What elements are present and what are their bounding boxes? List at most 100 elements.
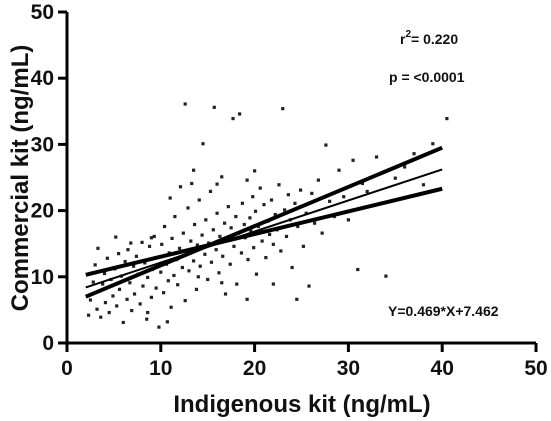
data-point — [360, 181, 365, 186]
data-point — [245, 178, 249, 182]
data-point — [279, 249, 283, 253]
data-point — [114, 235, 118, 239]
data-point — [183, 102, 187, 106]
data-point — [146, 310, 150, 315]
data-point — [192, 222, 197, 227]
x-tick-label: 10 — [149, 357, 172, 380]
data-point — [162, 291, 166, 295]
data-point — [445, 116, 449, 121]
data-point — [195, 243, 199, 247]
data-point — [215, 211, 219, 215]
data-point — [246, 257, 250, 262]
data-point — [234, 214, 238, 219]
data-point — [253, 209, 258, 213]
data-point — [140, 240, 144, 244]
data-point — [298, 188, 303, 192]
data-point — [88, 298, 93, 302]
data-point — [229, 226, 233, 230]
data-point — [286, 193, 290, 197]
y-tick-label: 50 — [31, 1, 54, 24]
data-point — [172, 273, 176, 278]
data-point — [209, 260, 214, 264]
data-point — [178, 185, 183, 189]
data-point — [320, 231, 324, 235]
data-point — [91, 280, 95, 284]
data-point — [132, 292, 137, 296]
data-point — [86, 313, 91, 317]
data-point — [217, 271, 221, 275]
data-point — [351, 158, 355, 162]
x-tick-label: 0 — [61, 357, 73, 380]
data-point — [235, 282, 239, 286]
data-point — [95, 307, 99, 311]
data-point — [187, 269, 191, 273]
data-point — [223, 292, 228, 296]
data-point — [134, 254, 139, 258]
regression-lines — [84, 145, 443, 299]
y-tick-label: 0 — [42, 332, 54, 355]
y-tick-label: 20 — [31, 200, 54, 223]
data-point — [254, 272, 259, 276]
data-point — [251, 195, 255, 199]
data-point — [242, 222, 246, 227]
data-point — [207, 241, 211, 245]
data-point — [131, 264, 136, 268]
data-point — [374, 155, 379, 159]
data-point — [203, 252, 207, 256]
data-point — [431, 142, 435, 146]
data-point — [220, 175, 224, 179]
data-point — [149, 236, 154, 240]
data-point — [253, 169, 257, 173]
data-point — [214, 248, 218, 252]
data-point — [271, 242, 275, 246]
data-point — [293, 201, 297, 205]
data-point — [245, 297, 249, 301]
data-point — [200, 233, 204, 237]
r-squared-value: = 0.220 — [411, 31, 458, 47]
data-point — [262, 203, 266, 207]
data-point — [101, 282, 105, 286]
axes — [58, 10, 538, 352]
data-point — [201, 142, 205, 146]
data-point — [157, 325, 161, 329]
data-point — [277, 183, 281, 187]
data-point — [239, 251, 244, 255]
data-point — [194, 287, 199, 291]
data-point — [218, 234, 222, 239]
r-squared-superscript: 2 — [405, 29, 411, 40]
data-point — [121, 320, 125, 325]
data-point — [211, 228, 215, 232]
data-point — [116, 252, 121, 256]
data-point — [197, 198, 201, 202]
data-point — [258, 186, 262, 190]
data-point — [160, 242, 164, 246]
data-point — [328, 199, 332, 203]
y-tick-label: 30 — [31, 133, 54, 156]
x-tick-label: 20 — [243, 357, 266, 380]
data-point — [117, 287, 122, 291]
data-point — [105, 256, 109, 260]
data-point — [166, 279, 170, 283]
data-point — [269, 198, 274, 202]
data-point — [356, 267, 360, 272]
data-point — [138, 302, 142, 306]
regression-line — [85, 168, 443, 289]
x-tick-label: 30 — [337, 357, 360, 380]
data-point — [324, 143, 328, 147]
data-point — [226, 205, 230, 209]
data-points — [86, 102, 449, 329]
data-point — [189, 239, 193, 243]
data-point — [249, 229, 253, 233]
y-axis-title: Commercial kit (ng/mL) — [7, 45, 34, 312]
data-point — [143, 261, 147, 265]
data-point — [123, 259, 127, 264]
data-point — [237, 112, 242, 116]
data-point — [296, 224, 300, 229]
y-tick-label: 10 — [31, 266, 54, 289]
data-point — [169, 305, 173, 309]
data-point — [173, 214, 177, 219]
data-point — [107, 310, 111, 315]
data-point — [192, 168, 196, 172]
data-point — [248, 216, 252, 220]
data-point — [365, 189, 369, 194]
